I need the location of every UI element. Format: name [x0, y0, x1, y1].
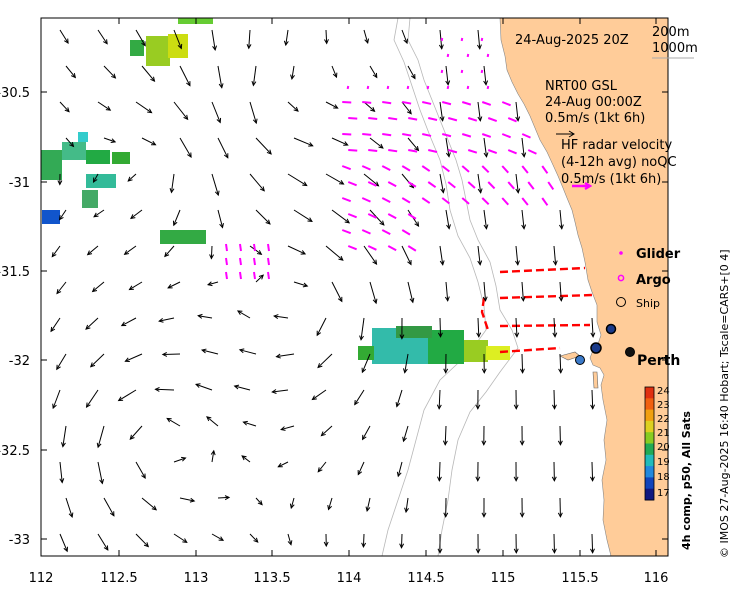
colorbar-tick: 17	[657, 488, 670, 499]
ship-marker	[590, 342, 602, 354]
model-line1: NRT00 GSL	[545, 79, 618, 94]
colorbar-tick: 19	[657, 457, 670, 468]
y-tick-label: -31	[9, 176, 30, 191]
colorbar-tick: 20	[657, 442, 670, 453]
radar-scale-arrow	[572, 181, 593, 191]
colorbar-tick: 24	[657, 386, 670, 397]
colorbar: 24 23 22 21 20 19 18 17 4h comp, p50, Al…	[644, 386, 693, 550]
y-tick-label: -32.5	[0, 444, 30, 459]
x-tick-labels: 112 112.5 113 113.5 114 114.5 115 115.5 …	[29, 571, 669, 586]
radar-current-arrows	[225, 37, 555, 280]
x-tick-label: 113.5	[253, 571, 290, 586]
glider-legend-icon	[619, 251, 623, 255]
perth-label: Perth	[637, 353, 680, 369]
colorbar-tick: 22	[657, 414, 670, 425]
land-mass	[499, 18, 668, 556]
perth-marker	[625, 347, 635, 357]
argo-legend-label: Argo	[636, 273, 671, 288]
plot-frame	[40, 17, 669, 557]
model-line2: 24-Aug 00:00Z	[545, 95, 642, 110]
glider-tracks	[480, 266, 593, 354]
ship-legend-label: Ship	[636, 297, 660, 310]
radar-scale: 0.5m/s (1kt 6h)	[561, 172, 661, 187]
depth-label-200m: 200m	[652, 25, 689, 40]
y-tick-label: -32	[9, 354, 30, 369]
model-current-arrows	[50, 29, 596, 554]
colorbar-tick: 18	[657, 472, 670, 483]
colorbar-label: 4h comp, p50, All Sats	[680, 411, 693, 550]
radar-line2: (4-12h avg) noQC	[561, 155, 677, 170]
radar-line1: HF radar velocity	[561, 138, 673, 153]
argo-legend-icon	[617, 274, 625, 282]
x-tick-label: 114.5	[407, 571, 444, 586]
y-tick-label: -30.5	[0, 86, 30, 101]
colorbar-tick: 21	[657, 428, 670, 439]
x-tick-label: 113	[184, 571, 209, 586]
ship-marker	[605, 323, 617, 335]
date-label: 24-Aug-2025 20Z	[515, 33, 629, 48]
model-scale-arrow	[556, 130, 575, 138]
x-tick-label: 112	[29, 571, 54, 586]
legend: Glider Argo Ship	[616, 247, 681, 310]
colorbar-tick: 23	[657, 400, 670, 411]
model-scale: 0.5m/s (1kt 6h)	[545, 111, 645, 126]
credit-text: © IMOS 27-Aug-2025 16:40 Hobart; Tscale=…	[718, 249, 731, 558]
y-tick-labels: -30.5 -31 -31.5 -32 -32.5 -33	[0, 86, 30, 548]
x-tick-label: 115.5	[561, 571, 598, 586]
glider-legend-label: Glider	[636, 247, 681, 262]
y-tick-label: -33	[9, 533, 30, 548]
x-tick-label: 116	[644, 571, 669, 586]
ship-marker	[575, 355, 585, 365]
x-tick-label: 114	[337, 571, 362, 586]
x-tick-label: 112.5	[100, 571, 137, 586]
x-tick-label: 115	[491, 571, 516, 586]
contour-1000m	[381, 18, 487, 556]
y-tick-label: -31.5	[0, 265, 30, 280]
garden-island	[592, 371, 599, 389]
axis-ticks	[40, 18, 668, 556]
depth-label-1000m: 1000m	[652, 41, 698, 56]
contour-200m	[407, 18, 519, 556]
ship-legend-icon	[616, 297, 626, 307]
ship-markers	[575, 323, 635, 365]
